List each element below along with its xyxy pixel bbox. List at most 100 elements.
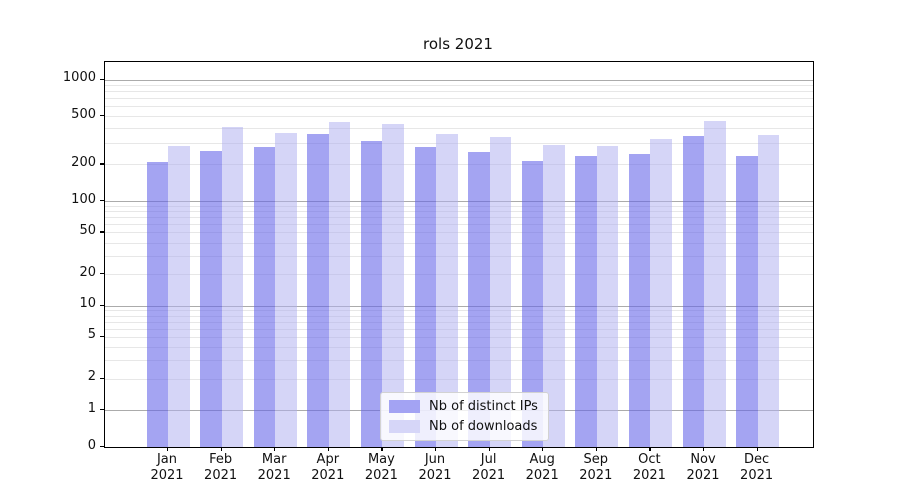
grid-line-200	[105, 164, 813, 166]
bar-downloads-apr	[328, 122, 351, 447]
x-tick-label-jan: Jan 2021	[150, 452, 184, 483]
y-tick-mark-50	[100, 231, 104, 233]
x-tick-label-dec: Dec 2021	[740, 452, 774, 483]
grid-line-70	[105, 217, 813, 219]
x-tick-label-sep: Sep 2021	[579, 452, 613, 483]
grid-line-2	[105, 378, 813, 380]
legend-row-downloads: Nb of downloads	[389, 419, 538, 434]
bar-distinct-ips-feb	[200, 151, 222, 447]
bar-downloads-dec	[757, 135, 780, 447]
grid-line-800	[105, 91, 813, 93]
x-tick-mark-dec	[756, 447, 758, 451]
x-tick-mark-jul	[488, 447, 490, 451]
x-tick-mark-nov	[703, 447, 705, 451]
x-tick-mark-jun	[435, 447, 437, 451]
grid-line-9	[105, 310, 813, 312]
grid-line-900	[105, 85, 813, 87]
legend-swatch-distinct-ips	[389, 400, 420, 413]
y-tick-label-100: 100	[71, 191, 96, 207]
y-tick-mark-1000	[100, 78, 104, 80]
x-tick-mark-apr	[327, 447, 329, 451]
x-tick-label-feb: Feb 2021	[204, 452, 238, 483]
grid-line-80	[105, 211, 813, 213]
bar-downloads-aug	[543, 145, 565, 447]
grid-line-700	[105, 98, 813, 100]
x-tick-label-jul: Jul 2021	[472, 452, 506, 483]
y-tick-label-5: 5	[87, 327, 96, 343]
bar-distinct-ips-nov	[682, 135, 704, 447]
x-tick-mark-mar	[274, 447, 276, 451]
x-tick-label-mar: Mar 2021	[257, 452, 291, 483]
x-tick-label-nov: Nov 2021	[686, 452, 720, 483]
bar-distinct-ips-aug	[521, 161, 544, 447]
bar-distinct-ips-jul	[468, 152, 490, 447]
bar-downloads-jul	[489, 136, 512, 447]
grid-line-60	[105, 224, 813, 226]
y-tick-mark-1	[100, 409, 104, 411]
bar-distinct-ips-dec	[736, 156, 758, 447]
grid-line-300	[105, 143, 813, 145]
x-tick-mark-feb	[220, 447, 222, 451]
grid-line-8	[105, 315, 813, 317]
grid-line-500	[105, 116, 813, 118]
bar-distinct-ips-mar	[253, 146, 276, 447]
grid-line-40	[105, 242, 813, 244]
bar-distinct-ips-apr	[307, 134, 329, 447]
grid-line-400	[105, 127, 813, 129]
legend: Nb of distinct IPs Nb of downloads	[380, 392, 549, 441]
grid-line-3	[105, 360, 813, 362]
y-tick-label-1000: 1000	[62, 70, 96, 85]
y-tick-mark-20	[100, 273, 104, 275]
grid-line-600	[105, 106, 813, 108]
y-tick-label-50: 50	[79, 222, 96, 238]
x-tick-mark-may	[381, 447, 383, 451]
grid-line-90	[105, 205, 813, 207]
y-tick-mark-5	[100, 335, 104, 338]
bar-distinct-ips-sep	[575, 156, 597, 447]
y-tick-mark-200	[100, 163, 104, 165]
y-tick-label-1: 1	[87, 400, 96, 416]
grid-line-1000	[105, 79, 813, 81]
bar-downloads-mar	[275, 133, 297, 447]
grid-line-100	[105, 201, 813, 202]
grid-line-10	[105, 305, 813, 307]
bar-downloads-jun	[436, 133, 458, 447]
x-tick-mark-jan	[167, 447, 169, 451]
y-tick-label-500: 500	[71, 106, 96, 122]
y-tick-label-0: 0	[87, 437, 96, 453]
grid-line-5	[105, 336, 813, 338]
y-tick-mark-2	[100, 377, 104, 379]
chart-title: rols 2021	[423, 35, 493, 53]
legend-label-downloads: Nb of downloads	[429, 419, 538, 434]
bar-downloads-nov	[704, 121, 726, 447]
y-tick-mark-0	[100, 446, 104, 448]
x-tick-label-aug: Aug 2021	[525, 452, 559, 483]
grid-line-6	[105, 328, 813, 330]
x-tick-mark-sep	[595, 447, 597, 451]
legend-row-distinct-ips: Nb of distinct IPs	[389, 399, 538, 414]
legend-swatch-downloads	[389, 420, 420, 433]
grid-line-30	[105, 255, 813, 257]
bar-distinct-ips-may	[360, 140, 383, 447]
bar-downloads-oct	[650, 139, 672, 447]
x-tick-label-jun: Jun 2021	[418, 452, 452, 483]
bar-downloads-sep	[596, 145, 619, 447]
bar-distinct-ips-oct	[628, 153, 651, 447]
y-tick-label-10: 10	[79, 296, 96, 311]
y-tick-label-2: 2	[87, 369, 96, 385]
y-tick-mark-500	[100, 115, 104, 117]
y-tick-label-200: 200	[71, 154, 96, 170]
bar-distinct-ips-jun	[414, 147, 436, 447]
x-tick-label-apr: Apr 2021	[311, 452, 345, 483]
legend-label-distinct-ips: Nb of distinct IPs	[429, 399, 538, 414]
grid-line-20	[105, 274, 813, 276]
y-tick-mark-10	[100, 304, 104, 306]
grid-line-50	[105, 232, 813, 234]
grid-line-4	[105, 347, 813, 349]
grid-line-7	[105, 321, 813, 323]
x-tick-mark-oct	[649, 447, 651, 451]
bar-downloads-jan	[168, 145, 190, 447]
bar-distinct-ips-jan	[146, 161, 168, 447]
x-tick-label-may: May 2021	[364, 452, 398, 483]
